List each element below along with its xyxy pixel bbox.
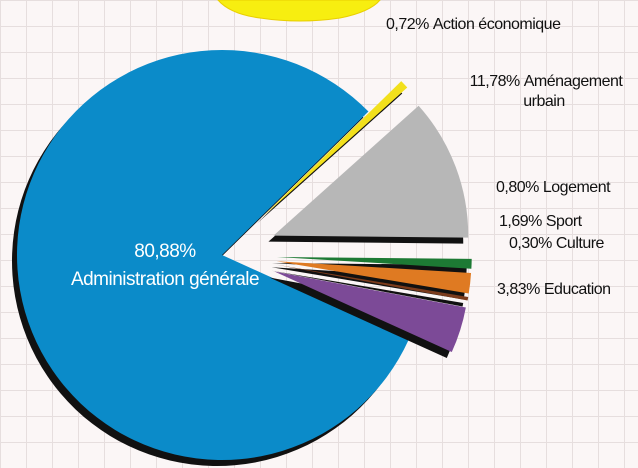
category-label: Logement xyxy=(542,179,611,196)
slice-label: 80,88% Administration générale xyxy=(45,238,285,294)
value-label: 3,83% xyxy=(497,281,540,298)
slice xyxy=(276,256,472,269)
value-label: 0,30% xyxy=(509,235,552,252)
category-label: Sport xyxy=(545,213,582,230)
slice xyxy=(276,264,469,301)
category-label: Culture xyxy=(555,235,605,252)
slice xyxy=(16,49,409,461)
category-label: Administration générale xyxy=(70,269,260,290)
slice xyxy=(262,81,408,218)
value-label: 1,69% xyxy=(499,213,542,230)
category-label: Education xyxy=(543,281,611,298)
slice-shadow xyxy=(271,270,464,307)
slice xyxy=(273,105,469,238)
decoration xyxy=(217,0,381,22)
slice-shadow xyxy=(269,277,461,359)
slice-label: 3,83% Education xyxy=(497,280,615,300)
slice-label: 0,72% Action économique xyxy=(386,15,564,35)
slice-label: 0,30% Culture xyxy=(509,234,608,254)
slice xyxy=(274,271,466,353)
value-label: 80,88% xyxy=(134,241,196,262)
value-label: 0,72% xyxy=(386,16,429,33)
value-label: 11,78% xyxy=(469,73,521,90)
slice-label: 1,69% Sport xyxy=(499,212,586,232)
slice xyxy=(276,261,472,294)
category-label: Aménagement urbain xyxy=(523,73,623,110)
slice-label: 0,80% Logement xyxy=(496,178,614,198)
value-label: 0,80% xyxy=(496,179,539,196)
category-label: Action économique xyxy=(432,16,561,33)
slice-label: 11,78% Aménagement urbain xyxy=(456,72,636,112)
slice-shadow xyxy=(271,267,467,300)
